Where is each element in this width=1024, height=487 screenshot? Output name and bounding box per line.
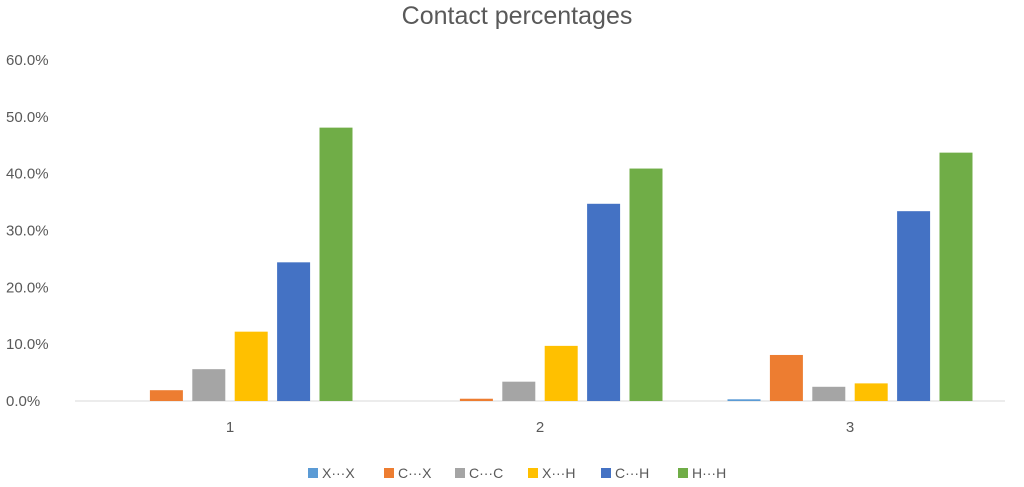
legend-swatch [384,468,394,478]
legend-swatch [528,468,538,478]
bar-series-5-cat-1 [277,262,311,401]
legend-swatch [601,468,611,478]
y-axis: 0.0% 10.0% 20.0% 30.0% 40.0% 50.0% 60.0% [6,52,49,410]
y-tick-label: 40.0% [6,166,49,183]
y-tick-label: 30.0% [6,223,49,240]
legend: X···X C···X C···C X···H C···H H···H [308,465,726,481]
y-tick-label: 0.0% [6,393,40,410]
bar-series-6-cat-1 [319,127,353,402]
bar-series-4-cat-1 [234,331,268,401]
legend-label: C···X [398,465,432,481]
bar-series-3-cat-3 [812,386,846,401]
bar-series-3-cat-1 [192,369,226,401]
x-tick-label: 1 [226,419,234,436]
y-tick-label: 50.0% [6,109,49,126]
legend-swatch [308,468,318,478]
legend-swatch [455,468,465,478]
bar-series-5-cat-2 [587,203,621,401]
bar-series-2-cat-3 [769,354,803,401]
bars-group [149,127,973,402]
bar-series-2-cat-1 [149,390,183,401]
bar-series-4-cat-2 [544,345,578,401]
legend-label: C···C [469,465,503,481]
bar-series-4-cat-3 [854,383,888,401]
y-tick-label: 20.0% [6,279,49,296]
legend-label: X···H [542,465,575,481]
y-tick-label: 10.0% [6,336,49,353]
legend-label: H···H [692,465,726,481]
bar-series-5-cat-3 [897,211,931,401]
legend-label: C···H [615,465,649,481]
y-tick-label: 60.0% [6,52,49,69]
bar-series-1-cat-3 [727,399,761,401]
chart-title: Contact percentages [402,2,633,30]
legend-swatch [678,468,688,478]
bar-series-2-cat-2 [459,398,493,401]
x-tick-label: 2 [536,419,544,436]
bar-series-6-cat-3 [939,152,973,401]
legend-label: X···X [322,465,355,481]
bar-series-3-cat-2 [502,381,536,401]
x-tick-label: 3 [846,419,854,436]
bar-series-6-cat-2 [629,168,663,401]
x-axis: 1 2 3 [226,419,854,436]
